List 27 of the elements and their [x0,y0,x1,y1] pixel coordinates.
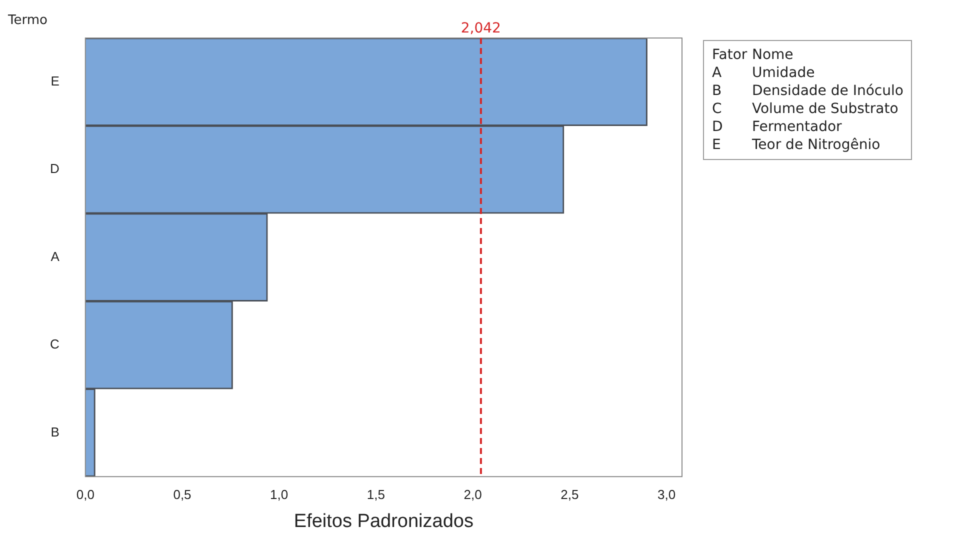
y-tick-label: A [50,248,60,264]
y-tick-label: D [50,161,60,176]
y-tick-label: B [50,424,60,440]
text: C [712,101,723,117]
y-tick-label: C [50,336,60,352]
text: Teor de Nitrogênio [752,137,882,153]
x-axis-title: Efeitos Padronizados [294,510,474,532]
x-tick-label: 2,5 [560,486,579,502]
x-tick-label: 1,0 [270,486,288,502]
x-tick-label: 3,0 [657,486,676,502]
text: B [712,83,723,99]
y-axis-title: Termo [7,12,48,28]
text: D [712,119,724,135]
ref-line-label: 2,042 [460,20,501,37]
x-tick-label: 1,5 [366,486,385,502]
text: Fator [712,47,748,63]
text: Umidade [752,65,816,81]
y-tick-label: E [50,73,60,88]
x-tick-label: 2,0 [464,486,482,502]
text: Nome [752,47,794,63]
text: E [712,137,722,153]
text: Volume de Substrato [752,101,900,117]
text: Fermentador [752,119,843,135]
text: Densidade de Inóculo [752,83,904,99]
x-tick-label: 0,0 [76,486,94,502]
x-tick-label: 0,5 [173,486,192,502]
text: A [712,65,723,81]
